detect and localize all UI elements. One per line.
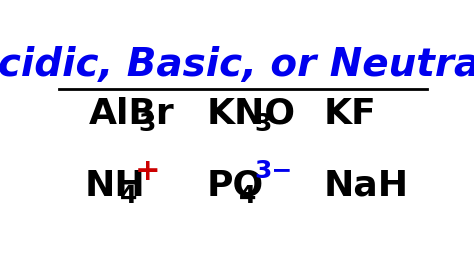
Text: 3: 3 <box>254 112 271 136</box>
Text: AlBr: AlBr <box>89 97 174 131</box>
Text: KNO: KNO <box>206 97 295 131</box>
Text: +: + <box>135 157 160 186</box>
Text: 4: 4 <box>239 184 256 208</box>
Text: PO: PO <box>206 169 264 202</box>
Text: Acidic, Basic, or Neutral?: Acidic, Basic, or Neutral? <box>0 46 474 84</box>
Text: NaH: NaH <box>324 169 409 202</box>
Text: KF: KF <box>324 97 376 131</box>
Text: 3: 3 <box>138 112 155 136</box>
Text: 3−: 3− <box>254 159 292 183</box>
Text: NH: NH <box>85 169 146 202</box>
Text: 4: 4 <box>120 184 137 208</box>
